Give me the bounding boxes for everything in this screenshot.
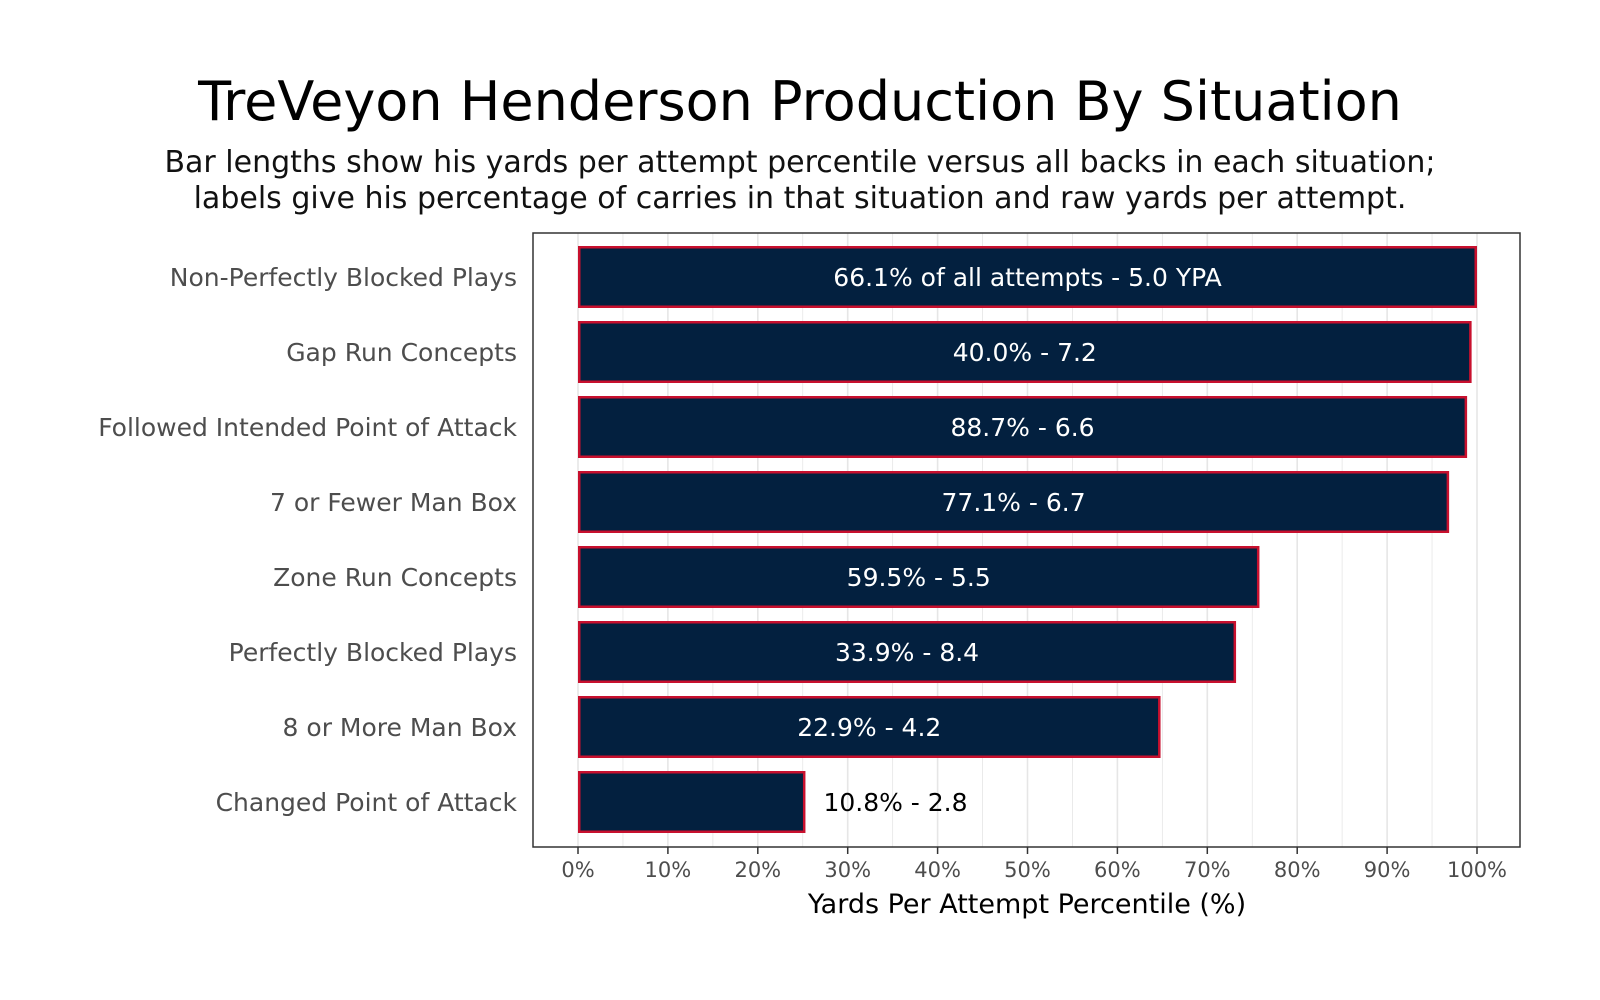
bars: 66.1% of all attempts - 5.0 YPA 40.0% - 7… [578,246,1477,833]
bar-label: 33.9% - 8.4 [835,638,979,667]
bar [578,771,806,833]
category-label: Non-Perfectly Blocked Plays [170,263,517,292]
x-tick-label: 30% [824,858,871,882]
bar-label: 59.5% - 5.5 [847,563,991,592]
bar [578,321,1472,383]
bar [578,396,1468,458]
x-tick-label: 100% [1447,858,1507,882]
x-tick-label: 20% [734,858,781,882]
chart-subtitle-line-1: Bar lengths show his yards per attempt p… [164,145,1435,180]
x-axis-ticks: 0% 10% 20% 30% 40% 50% 60% 70% 80% 90% 100% [561,847,1507,882]
category-label: Changed Point of Attack [216,788,518,817]
category-labels: Non-Perfectly Blocked Plays Gap Run Conce… [98,263,517,817]
bar-label: 10.8% - 2.8 [823,788,967,817]
bar-label: 77.1% - 6.7 [942,488,1086,517]
bar-label: 40.0% - 7.2 [953,338,1097,367]
category-label: 7 or Fewer Man Box [270,488,517,517]
bar [578,621,1237,683]
category-label: Perfectly Blocked Plays [229,638,517,667]
x-tick-label: 40% [914,858,961,882]
x-tick-label: 90% [1364,858,1411,882]
category-label: Gap Run Concepts [286,338,517,367]
bar [578,696,1161,758]
bar-label: 66.1% of all attempts - 5.0 YPA [833,263,1221,292]
chart-subtitle-line-2: labels give his percentage of carries in… [194,181,1407,216]
x-tick-label: 0% [561,858,594,882]
category-label: 8 or More Man Box [283,713,517,742]
category-label: Zone Run Concepts [273,563,517,592]
plot-panel-border [532,232,1521,848]
category-label: Followed Intended Point of Attack [98,413,517,442]
bar-label: 88.7% - 6.6 [951,413,1095,442]
x-tick-label: 10% [645,858,692,882]
chart-title: TreVeyon Henderson Production By Situati… [197,70,1402,133]
x-tick-label: 80% [1274,858,1321,882]
bar [578,471,1450,533]
x-axis-title: Yards Per Attempt Percentile (%) [807,889,1246,920]
bar [578,546,1260,608]
bar-label: 22.9% - 4.2 [797,713,941,742]
x-tick-label: 60% [1094,858,1141,882]
x-tick-label: 50% [1004,858,1051,882]
bar [578,246,1477,308]
x-tick-label: 70% [1184,858,1231,882]
